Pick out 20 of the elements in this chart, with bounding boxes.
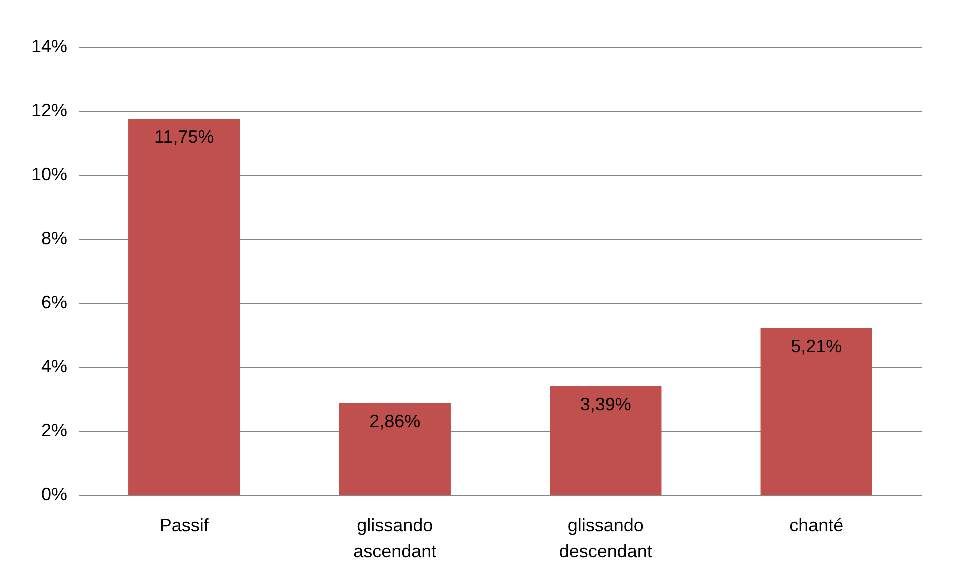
- data-label: 11,75%: [154, 127, 214, 147]
- bar: [760, 328, 872, 495]
- data-label: 2,86%: [370, 411, 421, 432]
- x-tick-label: glissando ascendant: [354, 516, 437, 562]
- bar: [339, 403, 451, 495]
- x-tick-label: Passif: [160, 516, 210, 536]
- y-tick-label: 2%: [41, 420, 68, 440]
- data-label: 5,21%: [791, 336, 842, 356]
- y-tick-label: 12%: [31, 100, 68, 120]
- x-tick-label: chanté: [790, 516, 844, 536]
- bar: [128, 119, 240, 495]
- y-tick-label: 4%: [41, 356, 68, 376]
- x-tick-label: glissando descendant: [559, 516, 652, 562]
- bar: [550, 386, 662, 495]
- y-tick-label: 0%: [41, 484, 68, 504]
- y-tick-label: 6%: [41, 292, 68, 312]
- y-tick-label: 10%: [31, 164, 68, 184]
- data-label: 3,39%: [580, 394, 632, 415]
- y-tick-label: 8%: [41, 228, 68, 248]
- y-tick-label: 14%: [31, 36, 68, 56]
